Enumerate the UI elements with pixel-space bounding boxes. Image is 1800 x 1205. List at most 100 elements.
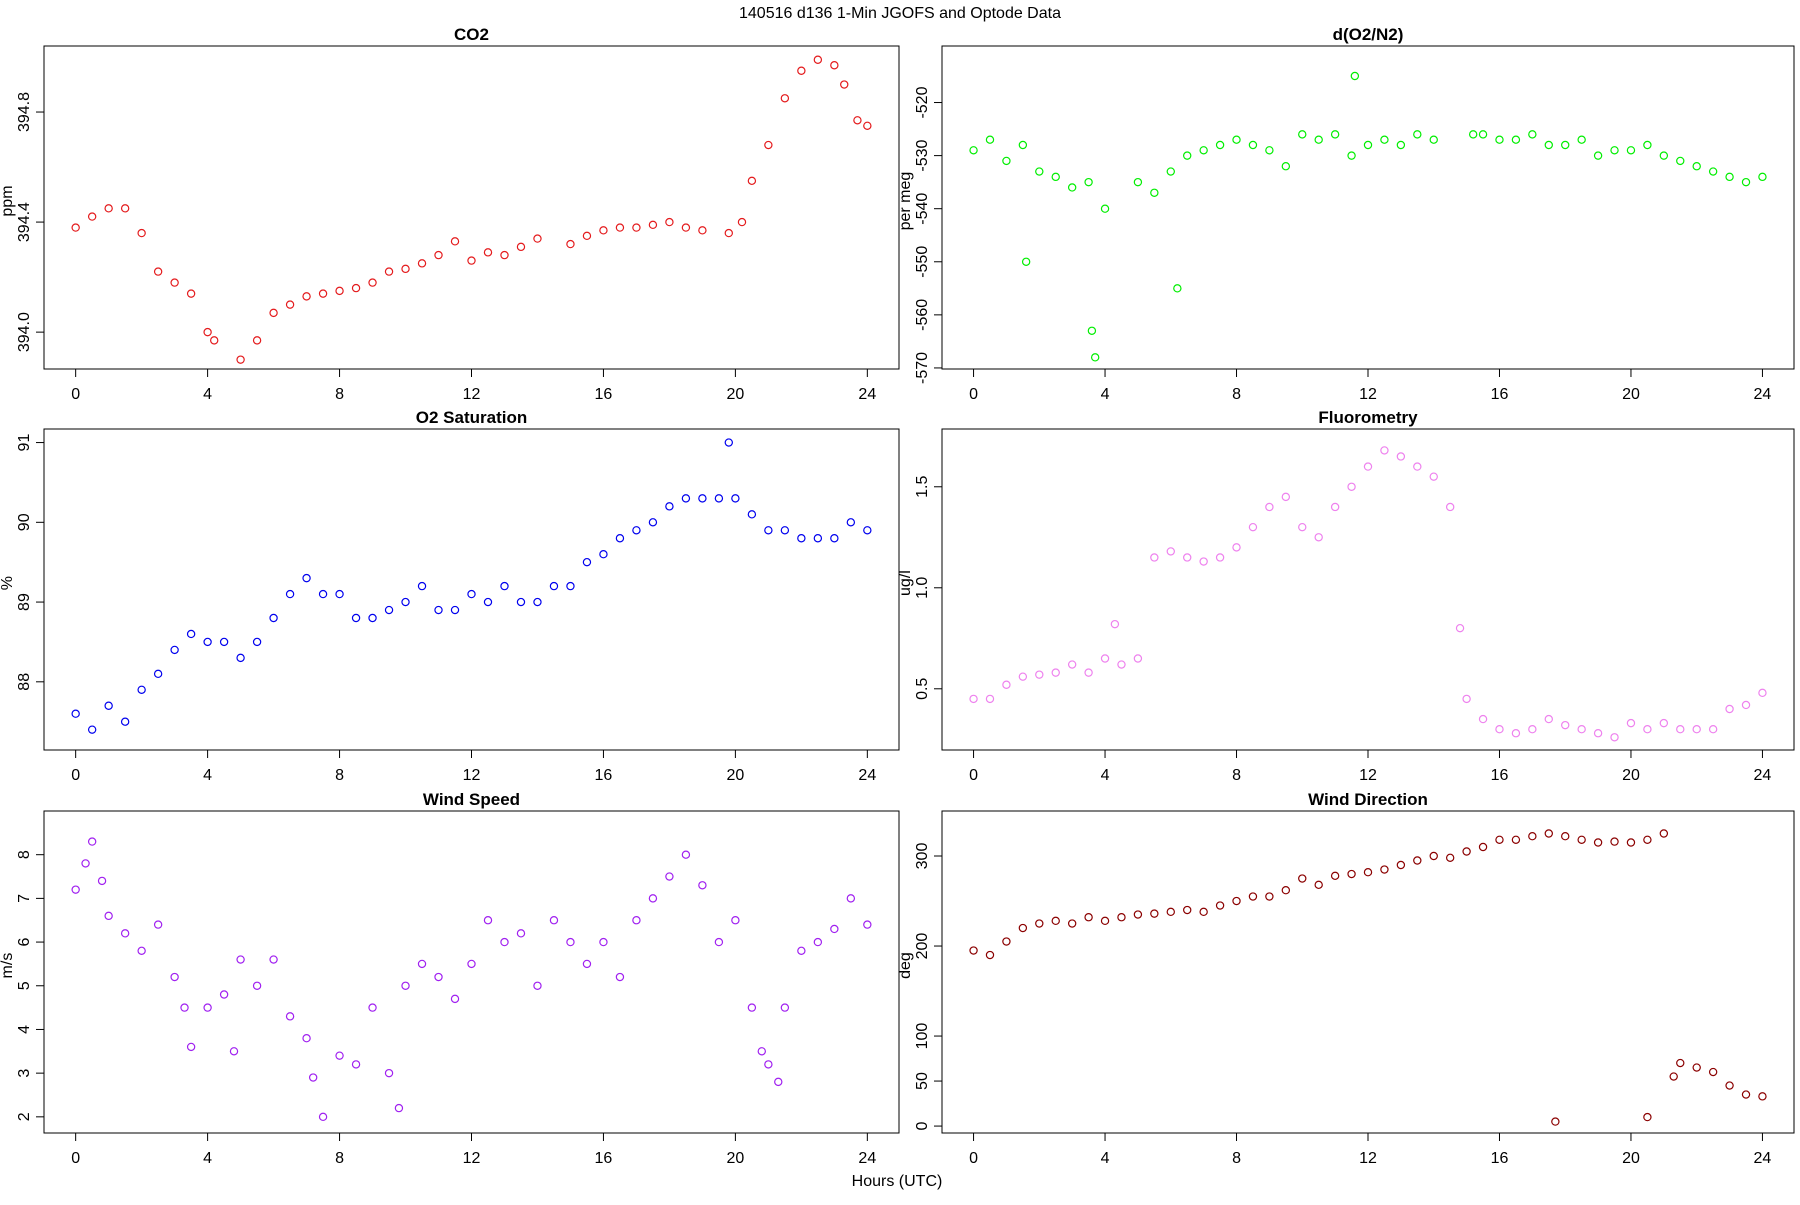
plot-frame: [43, 45, 900, 370]
data-point: [681, 850, 691, 859]
x-tick-label: 4: [203, 1150, 212, 1167]
data-point: [434, 972, 443, 982]
data-point: [1462, 694, 1471, 704]
data-point: [186, 629, 196, 639]
y-tick-label: 0.5: [914, 678, 931, 700]
data-point: [1173, 284, 1182, 293]
data-point: [71, 709, 80, 718]
data-point: [1544, 140, 1553, 150]
data-point: [747, 510, 757, 519]
y-tick-label: 1.5: [914, 476, 931, 498]
data-point: [780, 526, 790, 535]
data-point: [1396, 140, 1406, 150]
data-point: [665, 217, 674, 227]
data-point: [1741, 1090, 1751, 1099]
data-point: [137, 228, 146, 238]
data-point: [500, 250, 509, 260]
data-point: [1002, 937, 1011, 946]
data-point: [681, 494, 691, 503]
data-point: [1708, 1067, 1718, 1077]
data-point: [1330, 502, 1340, 512]
data-point: [236, 653, 245, 663]
data-point: [698, 881, 707, 890]
data-point: [533, 981, 542, 990]
data-point: [566, 581, 575, 591]
data-point: [516, 242, 526, 252]
data-point: [1117, 913, 1126, 922]
data-point: [1166, 547, 1175, 556]
plot-frame: [43, 428, 900, 751]
data-point: [137, 946, 146, 956]
data-point: [1561, 832, 1570, 841]
x-tick-label: 0: [969, 1150, 978, 1167]
data-point: [1133, 177, 1143, 187]
data-point: [1643, 724, 1652, 734]
data-point: [1495, 835, 1504, 845]
data-point: [1100, 916, 1110, 926]
data-point: [219, 637, 229, 647]
data-point: [830, 534, 839, 543]
y-tick-label: -570: [914, 352, 931, 384]
y-axis-label: %: [0, 576, 16, 590]
data-point: [467, 589, 476, 599]
data-point: [1133, 910, 1143, 919]
data-point: [252, 336, 262, 345]
panel-title: CO2: [454, 25, 489, 44]
data-point: [203, 327, 212, 337]
y-tick-label: 4: [16, 1025, 33, 1034]
data-point: [747, 1003, 757, 1012]
data-point: [516, 597, 526, 607]
data-point: [1265, 892, 1274, 901]
x-tick-label: 0: [71, 767, 80, 784]
data-point: [351, 1060, 361, 1069]
data-point: [1495, 135, 1504, 144]
data-point: [1314, 135, 1323, 144]
data-point: [985, 694, 995, 704]
data-point: [731, 494, 740, 503]
data-point: [229, 1047, 239, 1056]
data-point: [170, 972, 179, 982]
data-point: [318, 589, 328, 599]
data-point: [724, 228, 733, 238]
data-point: [757, 1047, 766, 1056]
data-point: [1281, 886, 1291, 895]
data-point: [1281, 162, 1291, 171]
data-point: [1265, 146, 1274, 155]
data-point: [1445, 853, 1455, 863]
data-point: [1051, 916, 1060, 926]
data-point: [582, 557, 592, 567]
data-point: [698, 226, 707, 235]
data-point: [1298, 522, 1307, 532]
data-point: [797, 534, 806, 543]
data-point: [648, 894, 658, 903]
data-point: [1018, 140, 1028, 150]
y-tick-label: 200: [914, 933, 931, 960]
data-point: [104, 204, 113, 213]
data-point: [1725, 172, 1734, 182]
data-point: [533, 234, 542, 243]
data-point: [335, 1051, 344, 1060]
data-point: [1021, 257, 1031, 266]
x-tick-label: 8: [335, 767, 344, 784]
data-point: [120, 717, 130, 726]
x-tick-label: 20: [726, 1150, 744, 1167]
y-tick-label: 1.0: [914, 577, 931, 599]
data-point: [1199, 907, 1208, 917]
data-point: [467, 256, 476, 265]
panel: d(O2/N2) per meg 0 4 8 12 16 20 24 -570 -560 -550 -5…: [897, 25, 1795, 403]
x-tick-label: 16: [1491, 386, 1509, 403]
data-point: [1067, 183, 1077, 192]
data-point: [1528, 832, 1537, 841]
data-point: [1248, 140, 1258, 150]
data-point: [203, 637, 212, 647]
data-point: [1183, 151, 1192, 160]
data-point: [1396, 860, 1406, 870]
data-point: [394, 1103, 404, 1113]
data-point: [1396, 452, 1406, 461]
data-point: [566, 239, 575, 249]
x-axis-label: Hours (UTC): [852, 1173, 943, 1190]
data-point: [813, 55, 823, 64]
data-point: [285, 300, 295, 309]
x-tick-label: 12: [1359, 767, 1377, 784]
